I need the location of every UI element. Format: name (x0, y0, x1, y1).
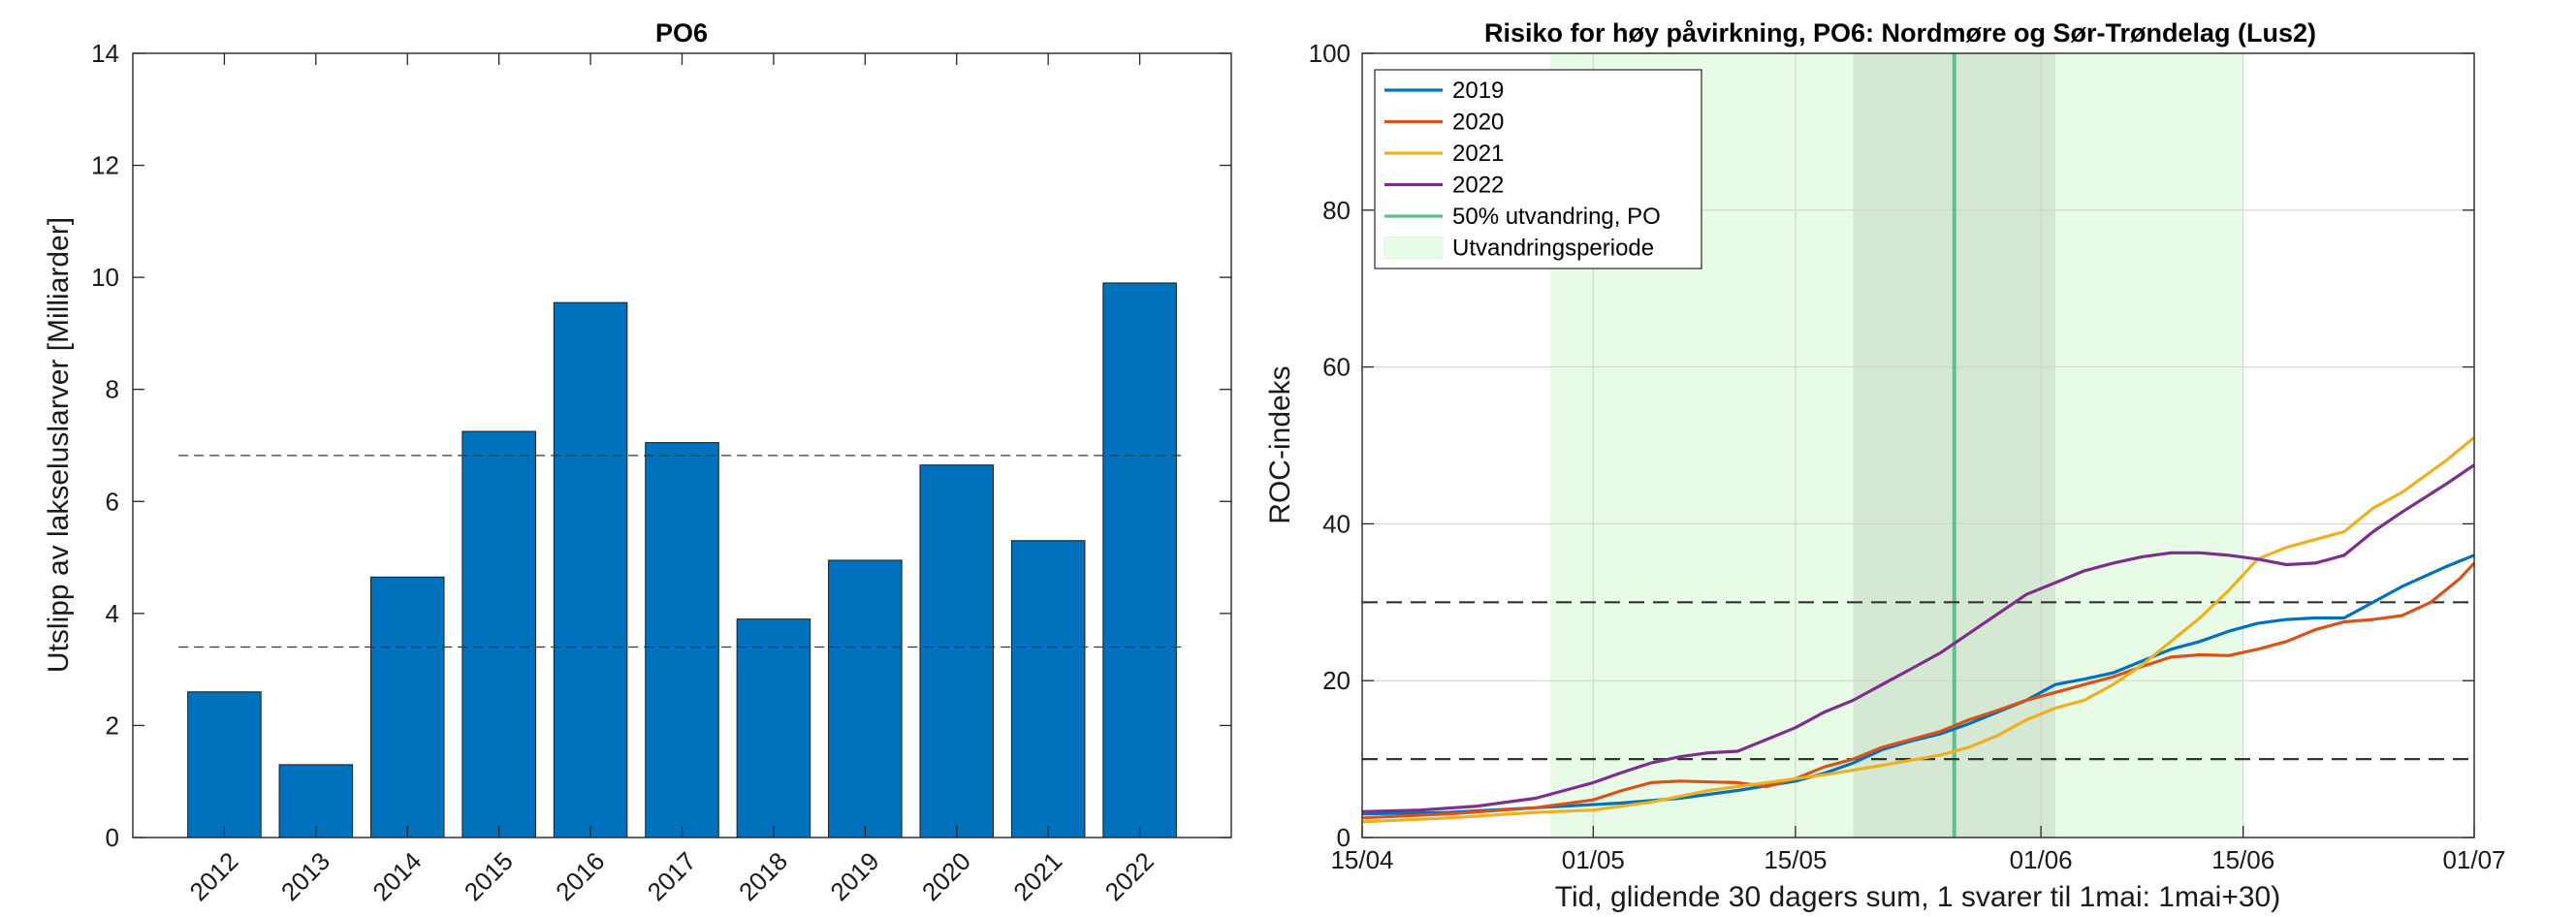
line-x-axis-label: Tid, glidende 30 dagers sum, 1 svarer ti… (1555, 881, 2280, 913)
y-tick-label: 10 (91, 263, 119, 292)
legend-items: 2019 2020 2021 2022 50% utvandring, PO Utvand… (1383, 78, 1661, 262)
series-line-2019 (1361, 553, 2475, 816)
y-tick-label: 8 (106, 375, 119, 404)
legend-label: Utvandringsperiode (1452, 236, 1654, 262)
x-tick-label: 2020 (916, 846, 976, 906)
y-tick-label: 80 (1322, 196, 1351, 225)
series-line-2022 (1361, 463, 2475, 813)
bar (553, 301, 628, 838)
x-tick-label: 01/06 (2010, 845, 2073, 874)
line-series (1361, 436, 2476, 824)
x-tick-label: 15/05 (1764, 845, 1827, 874)
y-tick-label: 60 (1322, 353, 1351, 382)
threshold-lines (1362, 601, 2474, 761)
series-line-2021 (1361, 436, 2476, 824)
line-x-ticks: 15/04 01/05 15/05 01/06 15/06 01/07 (1330, 826, 2506, 874)
y-tick-label: 12 (91, 151, 119, 180)
series-line-2020 (1361, 561, 2476, 820)
y-tick-label: 2 (106, 711, 119, 740)
y-tick-label: 100 (1309, 39, 1351, 68)
legend-box (1374, 69, 1702, 269)
bar-reference-lines (178, 455, 1186, 648)
legend-label: 50% utvandring, PO (1452, 204, 1661, 230)
legend: 2019 2020 2021 2022 50% utvandring, PO Utvand… (1374, 69, 1702, 269)
bar (919, 464, 995, 838)
bar-chart-title: PO6 (655, 18, 708, 47)
legend-label: 2020 (1452, 110, 1504, 136)
y-tick-label: 4 (106, 599, 119, 628)
x-tick-label: 2014 (366, 846, 427, 906)
bar (369, 576, 445, 838)
line-y-ticks: 0 20 40 60 80 100 (1309, 39, 2474, 852)
x-tick-label: 2019 (824, 846, 884, 906)
line-grid (1361, 52, 2475, 838)
x-tick-label: 01/05 (1562, 845, 1625, 874)
line-chart: Risiko for høy påvirkning, PO6: Nordmøre… (1264, 18, 2506, 913)
x-tick-label: 2017 (642, 846, 702, 906)
x-tick-label: 2016 (550, 846, 610, 906)
x-tick-label: 2021 (1007, 846, 1067, 906)
bar (278, 764, 354, 838)
x-tick-label: 15/04 (1330, 845, 1393, 874)
y-tick-label: 20 (1322, 666, 1351, 695)
x-tick-label: 01/07 (2442, 845, 2505, 874)
bar (187, 691, 262, 838)
bar (736, 618, 811, 838)
bar (1102, 282, 1177, 838)
legend-label: 2022 (1452, 173, 1504, 199)
x-tick-label: 2015 (459, 846, 519, 906)
line-plot-frame (1361, 52, 2475, 838)
y-tick-label: 0 (106, 823, 119, 852)
y-tick-label: 14 (91, 39, 119, 68)
line-chart-title: Risiko for høy påvirkning, PO6: Nordmøre… (1484, 18, 2316, 47)
bar (1010, 540, 1086, 838)
bar-y-axis-label: Utslipp av lakseluslarver [Milliarder] (43, 217, 75, 673)
x-tick-label: 2013 (275, 846, 335, 906)
line-y-axis-label: ROC-indeks (1264, 365, 1296, 523)
legend-label: 2021 (1452, 141, 1504, 167)
y-tick-label: 6 (106, 487, 119, 516)
bar (645, 442, 719, 838)
legend-swatch-period (1383, 237, 1444, 259)
bar-y-ticks: 0 2 4 6 8 10 12 14 (91, 39, 1231, 852)
bar-marks (187, 282, 1177, 838)
bar (461, 430, 536, 838)
bar-chart: PO6 0 2 4 6 8 10 12 14 2012 2013 2014 2015 2016 2017… (43, 18, 1232, 906)
x-tick-label: 2022 (1099, 846, 1160, 906)
bar (828, 559, 903, 838)
y-tick-label: 0 (1337, 823, 1351, 852)
x-tick-label: 2018 (733, 846, 793, 906)
x-tick-label: 15/06 (2211, 845, 2274, 874)
legend-label: 2019 (1452, 78, 1504, 104)
x-tick-label: 2012 (184, 846, 244, 906)
y-tick-label: 40 (1322, 509, 1351, 538)
